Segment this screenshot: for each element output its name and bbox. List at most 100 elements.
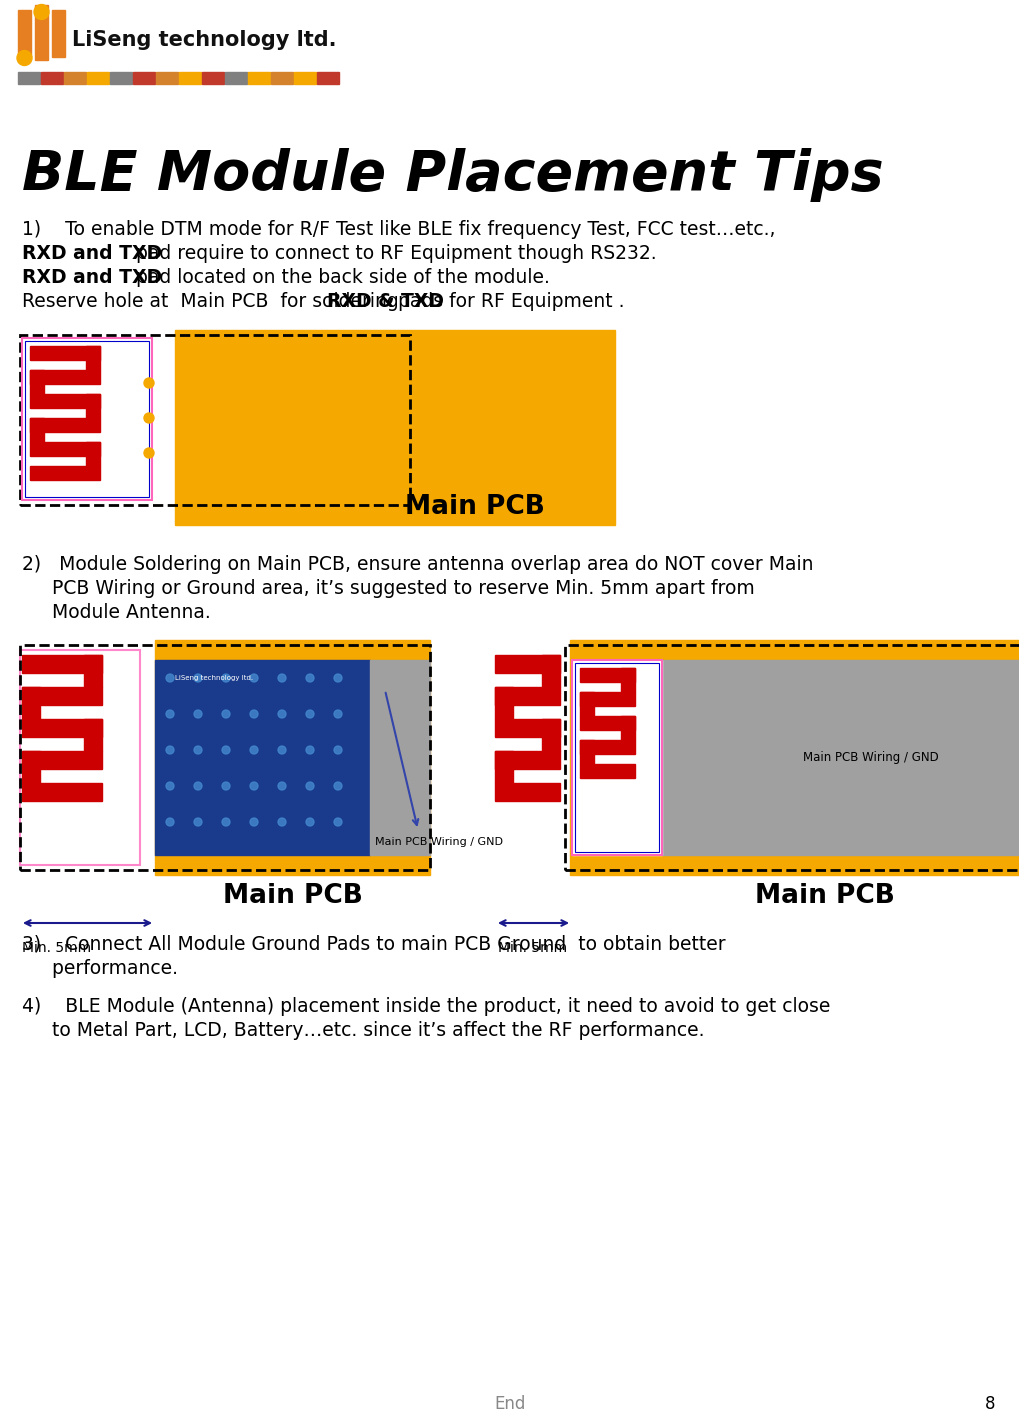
Bar (30, 371, 100, 385)
Text: pad located on the back side of the module.: pad located on the back side of the modu… (129, 268, 549, 287)
Bar (64, 72, 86, 85)
Bar (570, 640, 1019, 875)
Bar (156, 72, 178, 85)
Bar (84, 719, 102, 751)
Text: Main PCB: Main PCB (754, 883, 894, 909)
Circle shape (306, 782, 314, 790)
Bar (22, 719, 102, 737)
Bar (494, 655, 559, 674)
Bar (25, 341, 149, 497)
Circle shape (250, 710, 258, 719)
Bar (18, 10, 31, 56)
Text: 8: 8 (983, 1395, 994, 1409)
Circle shape (278, 782, 285, 790)
Bar (30, 418, 44, 442)
Circle shape (17, 51, 32, 65)
Text: End: End (494, 1395, 525, 1409)
Circle shape (194, 782, 202, 790)
Bar (22, 751, 40, 783)
Bar (86, 347, 100, 371)
Bar (20, 645, 430, 869)
Circle shape (306, 819, 314, 826)
Bar (370, 659, 430, 855)
Circle shape (333, 819, 341, 826)
Circle shape (194, 819, 202, 826)
Bar (22, 688, 102, 704)
Bar (84, 655, 102, 688)
Bar (20, 335, 410, 504)
Bar (175, 330, 614, 526)
Text: Min. 5mm: Min. 5mm (22, 941, 91, 955)
Bar (580, 716, 635, 730)
Bar (494, 783, 559, 800)
Circle shape (250, 782, 258, 790)
Bar (575, 664, 658, 852)
Circle shape (333, 782, 341, 790)
Circle shape (166, 782, 174, 790)
Bar (155, 640, 430, 875)
Bar (494, 688, 513, 719)
Bar (18, 72, 40, 85)
Bar (621, 668, 635, 692)
Circle shape (278, 819, 285, 826)
Circle shape (333, 745, 341, 754)
Bar (20, 650, 140, 865)
Text: 3)    Connect All Module Ground Pads to main PCB Ground  to obtain better: 3) Connect All Module Ground Pads to mai… (22, 936, 725, 954)
Bar (155, 659, 370, 855)
Text: Main PCB Wiring / GND: Main PCB Wiring / GND (802, 751, 937, 764)
Bar (621, 716, 635, 740)
Bar (30, 395, 100, 409)
Circle shape (222, 674, 229, 682)
Bar (30, 442, 100, 457)
Bar (248, 72, 270, 85)
Text: Main PCB: Main PCB (405, 495, 544, 520)
Text: RXD & TXD: RXD & TXD (327, 292, 443, 311)
Text: pads for RF Equipment .: pads for RF Equipment . (391, 292, 624, 311)
Text: 4)    BLE Module (Antenna) placement inside the product, it need to avoid to get: 4) BLE Module (Antenna) placement inside… (22, 998, 829, 1016)
Circle shape (306, 745, 314, 754)
Bar (317, 72, 338, 85)
Bar (41, 72, 63, 85)
Text: 2)   Module Soldering on Main PCB, ensure antenna overlap area do NOT cover Main: 2) Module Soldering on Main PCB, ensure … (22, 555, 813, 573)
Bar (178, 72, 201, 85)
Circle shape (278, 710, 285, 719)
Bar (22, 751, 102, 769)
Circle shape (278, 674, 285, 682)
Circle shape (166, 819, 174, 826)
Bar (22, 655, 102, 674)
Text: pad require to connect to RF Equipment though RS232.: pad require to connect to RF Equipment t… (129, 244, 656, 263)
Circle shape (194, 745, 202, 754)
Circle shape (194, 710, 202, 719)
Bar (86, 442, 100, 466)
Bar (580, 740, 635, 754)
Text: PCB Wiring or Ground area, it’s suggested to reserve Min. 5mm apart from: PCB Wiring or Ground area, it’s suggeste… (22, 579, 754, 597)
Circle shape (333, 710, 341, 719)
Bar (271, 72, 292, 85)
Text: Main PCB: Main PCB (222, 883, 362, 909)
Text: Reserve hole at  Main PCB  for soldering: Reserve hole at Main PCB for soldering (22, 292, 405, 311)
Bar (30, 418, 100, 433)
Circle shape (166, 674, 174, 682)
Circle shape (194, 674, 202, 682)
Circle shape (250, 819, 258, 826)
Bar (541, 719, 559, 751)
Circle shape (144, 378, 154, 387)
Circle shape (222, 710, 229, 719)
Circle shape (144, 413, 154, 423)
Bar (225, 72, 247, 85)
Circle shape (144, 448, 154, 458)
Bar (494, 719, 559, 737)
Circle shape (34, 4, 49, 20)
Bar (22, 783, 102, 800)
Bar (580, 668, 635, 682)
Circle shape (222, 819, 229, 826)
Bar (52, 10, 65, 56)
Bar (86, 395, 100, 418)
Bar (30, 347, 100, 361)
Bar (30, 371, 44, 395)
Bar (22, 688, 40, 719)
Bar (494, 688, 559, 704)
Text: Min. 5mm: Min. 5mm (498, 941, 567, 955)
Circle shape (333, 674, 341, 682)
Bar (110, 72, 131, 85)
